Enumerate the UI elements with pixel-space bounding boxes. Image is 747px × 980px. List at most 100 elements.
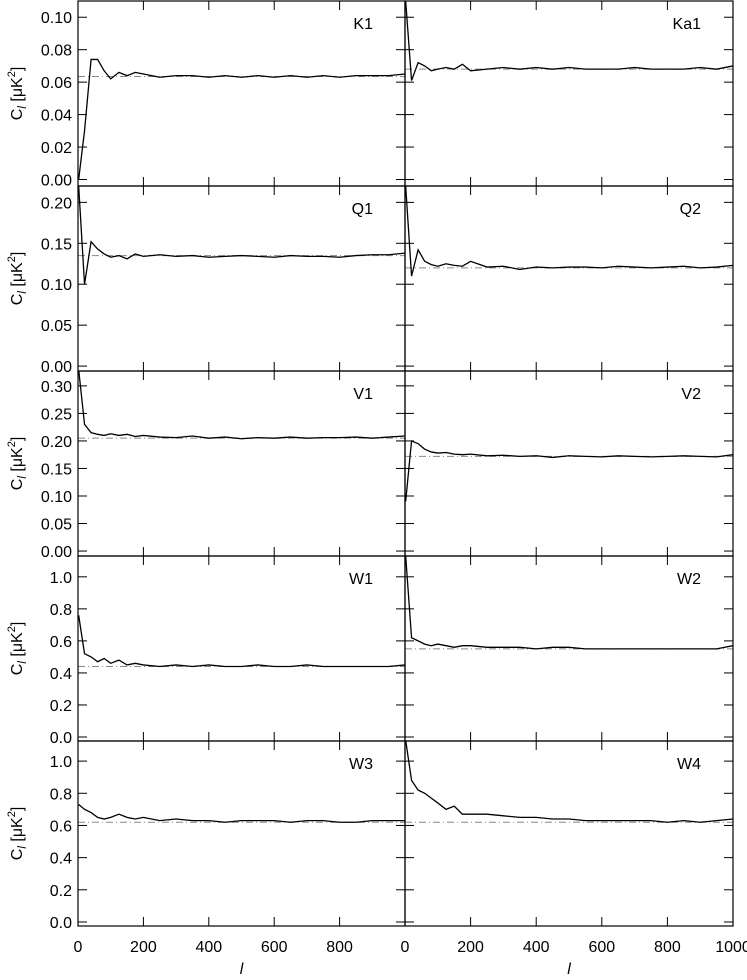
y-tick-label: 0.00 xyxy=(41,544,72,561)
y-tick-label: 0.05 xyxy=(41,318,72,335)
y-axis-label-part: ] xyxy=(9,67,26,71)
y-axis-label-part: C xyxy=(9,849,26,861)
y-axis-label: Cl [μK2] xyxy=(6,252,29,306)
data-line xyxy=(78,804,405,823)
y-axis-label-part: C xyxy=(9,294,26,306)
data-line xyxy=(78,186,405,285)
plot-area xyxy=(78,804,405,823)
data-line xyxy=(405,556,733,650)
y-tick-label: 0.2 xyxy=(50,883,72,900)
y-tick-label: 0.0 xyxy=(50,915,72,932)
y-axis-label-part: 2 xyxy=(6,256,18,262)
y-axis-label-part: l xyxy=(15,476,29,479)
plot-area xyxy=(405,741,733,823)
y-tick-label: 0.20 xyxy=(41,195,72,212)
x-tick-label: 800 xyxy=(326,939,353,956)
data-line xyxy=(405,1,733,81)
y-tick-label: 0.30 xyxy=(41,379,72,396)
y-axis-label: Cl [μK2] xyxy=(6,67,29,121)
y-tick-label: 0.02 xyxy=(41,140,72,157)
y-tick-label: 0.10 xyxy=(41,489,72,506)
y-tick-label: 0.15 xyxy=(41,461,72,478)
y-tick-label: 0.6 xyxy=(50,818,72,835)
panel-label: Ka1 xyxy=(673,16,702,33)
plot-area xyxy=(78,186,405,285)
x-tick-label: 400 xyxy=(523,939,550,956)
y-tick-label: 0.05 xyxy=(41,517,72,534)
y-tick-label: 0.08 xyxy=(41,43,72,60)
panel-label: V1 xyxy=(353,386,373,403)
data-line xyxy=(405,439,733,502)
y-axis-label-part: l xyxy=(15,846,29,849)
y-tick-label: 0.00 xyxy=(41,173,72,190)
y-axis-label-part: 2 xyxy=(6,626,18,632)
x-tick-label: 200 xyxy=(130,939,157,956)
y-axis-label-part: C xyxy=(9,664,26,676)
y-axis-label-part: 2 xyxy=(6,441,18,447)
panel-label: V2 xyxy=(681,386,701,403)
y-tick-label: 0.2 xyxy=(50,698,72,715)
data-line xyxy=(78,371,405,440)
y-axis-label-part: [μK xyxy=(9,447,26,476)
x-tick-label: 1000 xyxy=(715,939,747,956)
panel-label: W3 xyxy=(349,756,373,773)
x-tick-label: 200 xyxy=(457,939,484,956)
plot-area xyxy=(405,439,733,502)
y-axis-label-part: [μK xyxy=(9,817,26,846)
y-tick-label: 0.20 xyxy=(41,434,72,451)
y-tick-label: 0.4 xyxy=(50,666,72,683)
x-tick-label: 0 xyxy=(74,939,83,956)
y-tick-label: 1.0 xyxy=(50,570,72,587)
x-tick-label: 0 xyxy=(401,939,410,956)
x-axis-label: l xyxy=(567,961,571,978)
plot-area xyxy=(405,556,733,650)
panel-label: W4 xyxy=(677,756,701,773)
y-tick-label: 0.06 xyxy=(41,75,72,92)
y-tick-label: 0.4 xyxy=(50,851,72,868)
y-tick-label: 0.10 xyxy=(41,10,72,27)
x-tick-label: 600 xyxy=(261,939,288,956)
x-tick-label: 600 xyxy=(588,939,615,956)
plot-area xyxy=(405,186,733,277)
y-axis-label: Cl [μK2] xyxy=(6,622,29,676)
y-axis-label-part: [μK xyxy=(9,77,26,106)
plot-area xyxy=(78,371,405,440)
data-line xyxy=(405,741,733,823)
panel-label: K1 xyxy=(353,16,373,33)
plot-area xyxy=(78,58,405,180)
x-tick-label: 800 xyxy=(654,939,681,956)
y-tick-label: 0.15 xyxy=(41,236,72,253)
plot-area xyxy=(78,615,405,668)
panel-label: Q1 xyxy=(352,201,373,218)
y-tick-label: 0.25 xyxy=(41,406,72,423)
y-axis-label-part: 2 xyxy=(6,71,18,77)
y-axis-label-part: ] xyxy=(9,437,26,441)
panel-frame xyxy=(404,740,734,927)
plot-area xyxy=(405,1,733,81)
y-axis-label-part: l xyxy=(15,291,29,294)
y-axis-label-part: [μK xyxy=(9,262,26,291)
y-axis-label-part: 2 xyxy=(6,811,18,817)
y-tick-label: 0.00 xyxy=(41,359,72,376)
y-axis-label-part: C xyxy=(9,109,26,121)
panel-label: W2 xyxy=(677,571,701,588)
y-tick-label: 0.8 xyxy=(50,602,72,619)
y-axis-label-part: C xyxy=(9,479,26,491)
y-tick-label: 0.6 xyxy=(50,634,72,651)
y-tick-label: 0.0 xyxy=(50,730,72,747)
y-tick-label: 0.10 xyxy=(41,277,72,294)
data-line xyxy=(78,615,405,668)
y-axis-label-part: ] xyxy=(9,252,26,256)
y-tick-label: 0.04 xyxy=(41,108,72,125)
y-axis-label-part: [μK xyxy=(9,632,26,661)
y-tick-label: 1.0 xyxy=(50,754,72,771)
y-axis-label: Cl [μK2] xyxy=(6,807,29,861)
x-tick-label: 400 xyxy=(195,939,222,956)
x-axis-label: l xyxy=(240,961,244,978)
data-line xyxy=(405,186,733,277)
y-axis-label-part: ] xyxy=(9,807,26,811)
y-axis-label-part: ] xyxy=(9,622,26,626)
y-axis-label-part: l xyxy=(15,661,29,664)
y-axis-label-part: l xyxy=(15,106,29,109)
panel-label: W1 xyxy=(349,571,373,588)
